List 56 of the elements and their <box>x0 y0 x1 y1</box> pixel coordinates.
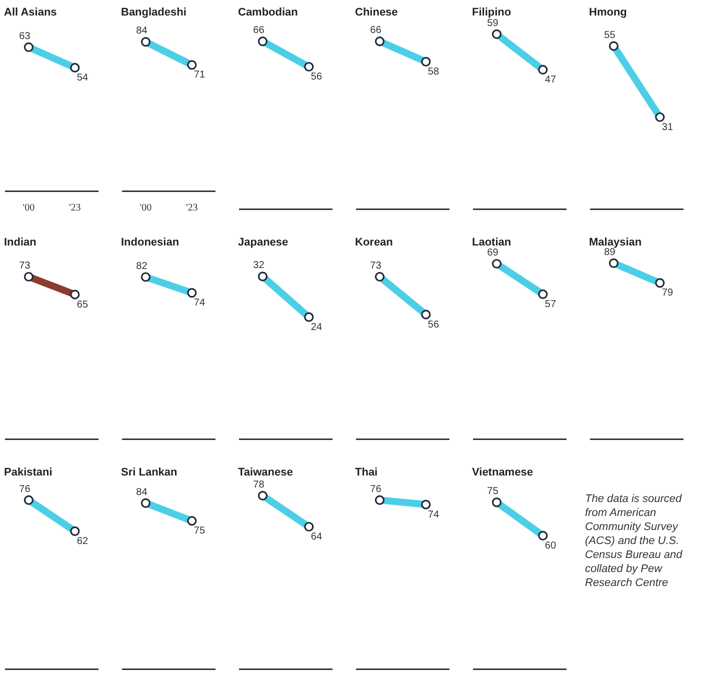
data-label: 78 <box>253 479 265 490</box>
chart-title: Hmong <box>589 6 627 19</box>
data-label: 24 <box>310 322 322 333</box>
data-label: 58 <box>428 66 440 78</box>
chart-title: Bangladeshi <box>121 6 186 19</box>
data-label: 31 <box>662 122 674 133</box>
chart-title: Chinese <box>355 6 398 19</box>
data-label: 84 <box>136 26 148 37</box>
data-label: 66 <box>370 25 382 36</box>
x-tick-label: '23 <box>68 202 81 214</box>
chart-title: Malaysian <box>589 236 642 249</box>
data-label: 76 <box>19 484 31 495</box>
data-label: 64 <box>310 532 322 543</box>
data-label: 59 <box>487 18 499 29</box>
data-label: 63 <box>19 30 31 42</box>
data-label: 74 <box>428 509 440 520</box>
chart-title: All Asians <box>4 6 57 19</box>
chart-title: Indian <box>4 236 37 249</box>
data-label: 32 <box>253 260 265 272</box>
chart-title: Cambodian <box>238 6 298 19</box>
data-label: 54 <box>76 72 88 84</box>
data-label: 71 <box>194 70 206 81</box>
chart-title: Sri Lankan <box>121 466 178 479</box>
data-label: 84 <box>136 486 148 498</box>
data-label: 60 <box>544 540 556 552</box>
x-tick-label: '00 <box>140 202 152 214</box>
chart-title: Korean <box>355 236 394 249</box>
data-label: 76 <box>370 484 382 495</box>
data-label: 62 <box>76 536 88 547</box>
chart-title: Vietnamese <box>472 466 533 479</box>
data-label: 79 <box>662 288 674 299</box>
x-tick-label: '23 <box>186 202 198 214</box>
data-label: 55 <box>604 30 616 41</box>
chart-title: Laotian <box>472 236 512 249</box>
data-label: 89 <box>604 246 616 258</box>
chart-title: Taiwanese <box>238 466 293 479</box>
text: The data is sourced from American Community Survey (ACS) and the U.S. Census Bureau and collated by Pew Research Centre <box>585 492 684 590</box>
chart-title: Thai <box>355 466 378 479</box>
x-tick-label: '00 <box>22 202 35 214</box>
chart-title: Pakistani <box>4 466 52 479</box>
data-label: 66 <box>253 25 265 36</box>
data-label: 65 <box>76 299 88 310</box>
chart-title: Indonesian <box>121 236 180 249</box>
data-label: 75 <box>194 526 206 537</box>
data-label: 56 <box>428 319 440 330</box>
chart-title: Filipino <box>472 6 512 19</box>
data-label: 82 <box>136 260 148 272</box>
data-label: 75 <box>487 486 499 498</box>
data-label: 56 <box>310 72 322 83</box>
data-label: 74 <box>194 298 206 309</box>
data-label: 73 <box>19 260 31 272</box>
data-label: 57 <box>544 298 556 310</box>
chart-title: Japanese <box>238 236 288 249</box>
data-label: 69 <box>487 247 499 258</box>
data-label: 47 <box>544 74 556 86</box>
data-label: 73 <box>370 260 382 272</box>
